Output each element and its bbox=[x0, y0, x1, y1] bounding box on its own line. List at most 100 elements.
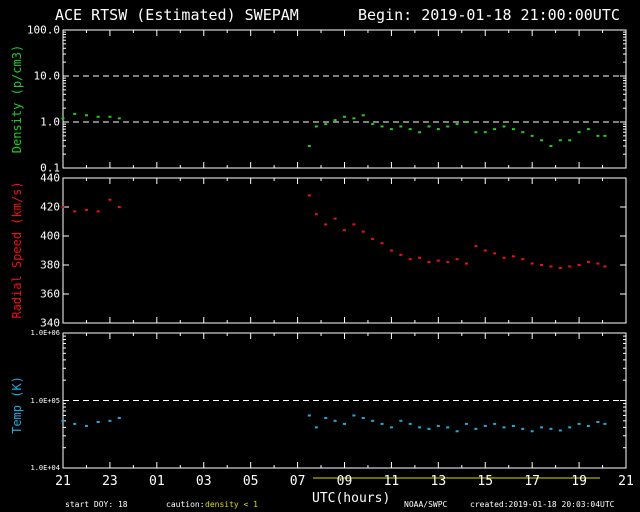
density-panel-frame bbox=[62, 29, 627, 169]
data-point bbox=[307, 194, 311, 197]
x-tick-label: 09 bbox=[336, 474, 353, 489]
data-point bbox=[117, 206, 121, 208]
data-point bbox=[361, 417, 365, 420]
data-point bbox=[333, 119, 337, 122]
x-tick-label: 05 bbox=[242, 474, 259, 489]
data-point bbox=[333, 217, 337, 220]
data-point bbox=[389, 426, 393, 429]
data-point bbox=[380, 422, 384, 425]
x-tick-label: 01 bbox=[149, 474, 165, 489]
data-point bbox=[333, 419, 337, 422]
data-point bbox=[314, 125, 318, 128]
data-point bbox=[324, 123, 328, 126]
data-point bbox=[521, 258, 525, 261]
x-tick-label: 07 bbox=[289, 474, 306, 489]
data-point bbox=[73, 210, 77, 213]
data-point bbox=[549, 145, 553, 148]
start-doy: start DOY: 18 bbox=[65, 500, 128, 509]
data-point bbox=[483, 249, 487, 252]
data-point bbox=[96, 421, 100, 424]
y-tick-label: 1.0E+05 bbox=[30, 396, 60, 405]
caution-label: caution: bbox=[166, 500, 205, 509]
x-tick-label: 11 bbox=[383, 474, 400, 489]
data-point bbox=[371, 123, 375, 126]
data-point bbox=[61, 117, 65, 120]
axis-ticks bbox=[62, 29, 627, 469]
data-point bbox=[596, 134, 600, 137]
data-point bbox=[389, 249, 393, 252]
data-point bbox=[511, 255, 515, 258]
data-point bbox=[530, 134, 534, 137]
data-point bbox=[352, 117, 356, 120]
caution-value: density < 1 bbox=[205, 500, 258, 509]
data-point bbox=[418, 426, 422, 429]
data-point bbox=[558, 139, 562, 142]
data-point bbox=[446, 426, 450, 429]
data-point bbox=[108, 115, 112, 118]
x-tick-label: 21 bbox=[55, 474, 71, 489]
data-point bbox=[596, 262, 600, 265]
data-point bbox=[586, 128, 590, 131]
data-point bbox=[511, 424, 515, 427]
data-point bbox=[446, 125, 450, 128]
data-point bbox=[603, 422, 607, 425]
data-point bbox=[324, 223, 328, 226]
data-point bbox=[577, 131, 581, 134]
x-tick-label: 15 bbox=[477, 474, 494, 489]
data-point bbox=[483, 424, 487, 427]
x-tick-label: 23 bbox=[102, 474, 118, 489]
data-point bbox=[577, 264, 581, 266]
data-point bbox=[117, 417, 121, 420]
data-point bbox=[408, 258, 412, 261]
data-point bbox=[474, 245, 478, 248]
x-tick-label: 13 bbox=[430, 474, 447, 489]
data-point bbox=[540, 426, 544, 429]
data-point bbox=[502, 256, 506, 259]
data-point bbox=[586, 261, 590, 264]
data-point bbox=[418, 131, 422, 134]
created-label: created:2019-01-18 20:03:04UTC bbox=[470, 500, 615, 509]
data-point bbox=[307, 145, 311, 148]
data-point bbox=[380, 125, 384, 128]
data-point bbox=[314, 213, 318, 216]
data-point bbox=[455, 430, 459, 433]
x-tick-label: 21 bbox=[618, 474, 634, 489]
data-point bbox=[117, 117, 121, 120]
data-point bbox=[352, 414, 356, 417]
data-point bbox=[352, 223, 356, 226]
data-point bbox=[455, 258, 459, 261]
data-point bbox=[464, 422, 468, 425]
data-point bbox=[530, 262, 534, 265]
data-point bbox=[540, 139, 544, 142]
data-point bbox=[108, 419, 112, 422]
begin-time: Begin: 2019-01-18 21:00:00UTC bbox=[358, 6, 620, 24]
data-point bbox=[568, 265, 572, 268]
data-point bbox=[577, 422, 581, 425]
data-point bbox=[371, 419, 375, 422]
temp-axis-label: Temp (K) bbox=[10, 376, 24, 434]
data-point bbox=[73, 112, 77, 115]
data-point bbox=[399, 419, 403, 422]
data-point bbox=[483, 131, 487, 134]
y-tick-label: 400 bbox=[40, 229, 60, 243]
source-label: NOAA/SWPC bbox=[404, 500, 448, 509]
y-tick-label: 10.0 bbox=[33, 69, 61, 83]
data-point bbox=[343, 422, 346, 425]
data-point bbox=[549, 427, 553, 430]
y-tick-label: 360 bbox=[40, 287, 60, 301]
data-point bbox=[474, 131, 478, 134]
reference-lines bbox=[63, 75, 626, 401]
data-point bbox=[61, 419, 65, 422]
data-point bbox=[603, 265, 607, 268]
data-point bbox=[324, 417, 328, 420]
data-point bbox=[558, 429, 562, 432]
speed-panel-frame bbox=[62, 177, 627, 324]
data-point bbox=[418, 256, 422, 259]
data-points bbox=[61, 112, 607, 433]
data-point bbox=[61, 206, 65, 208]
density-axis-label: Density (p/cm3) bbox=[10, 44, 24, 154]
data-point bbox=[343, 115, 346, 118]
y-tick-label: 1.0 bbox=[40, 115, 60, 129]
data-point bbox=[568, 139, 572, 142]
